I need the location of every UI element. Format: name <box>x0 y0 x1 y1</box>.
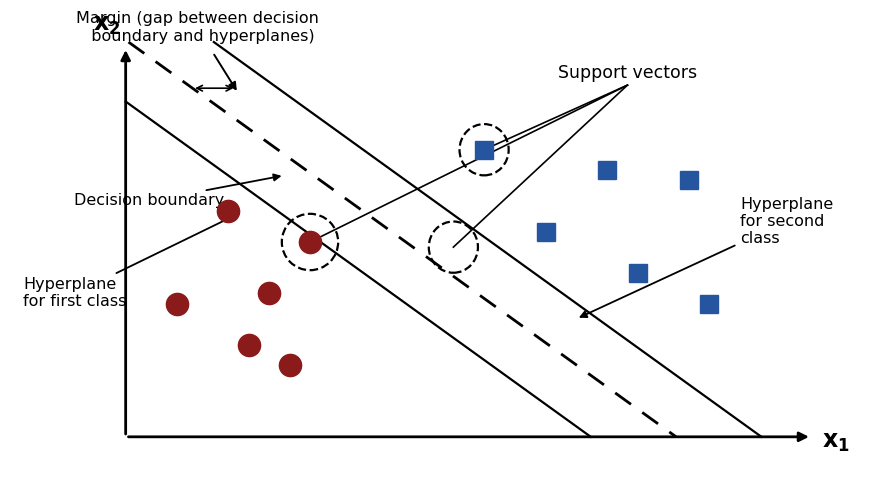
Text: Margin (gap between decision
  boundary and hyperplanes): Margin (gap between decision boundary an… <box>76 11 319 44</box>
Text: $\mathbf{x_1}$: $\mathbf{x_1}$ <box>822 430 850 454</box>
Text: Decision boundary: Decision boundary <box>74 174 279 209</box>
Text: Support vectors: Support vectors <box>558 64 697 82</box>
Text: Hyperplane
for first class: Hyperplane for first class <box>24 213 239 309</box>
Text: Hyperplane
for second
class: Hyperplane for second class <box>581 197 833 317</box>
Text: $\mathbf{x_2}$: $\mathbf{x_2}$ <box>94 13 121 37</box>
